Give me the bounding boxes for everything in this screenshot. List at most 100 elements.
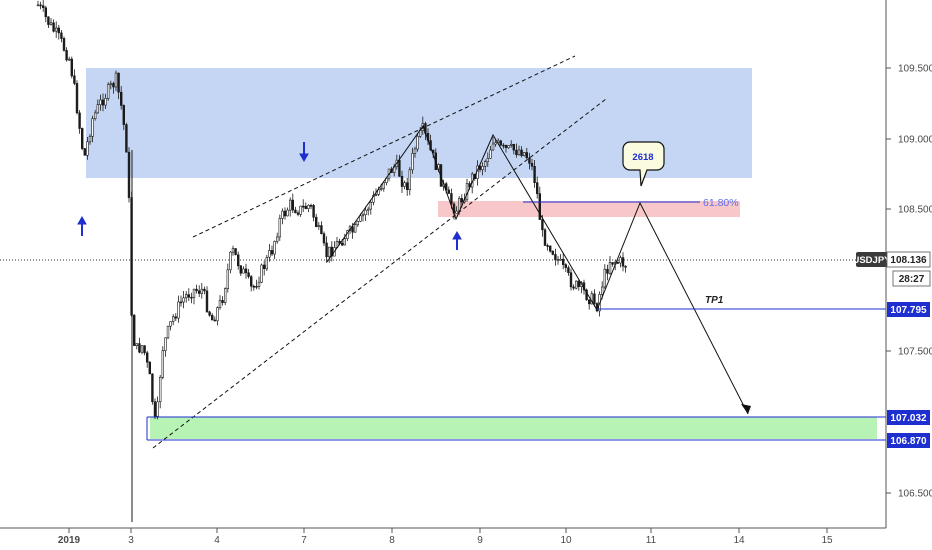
candle-body	[166, 325, 170, 339]
candle-body	[304, 206, 307, 210]
candle-body	[307, 205, 310, 210]
candle-body	[75, 83, 79, 114]
candle-body	[41, 5, 45, 8]
candle-body	[533, 166, 536, 184]
candle-body	[195, 288, 198, 292]
candle-body	[577, 280, 581, 287]
candle-body	[268, 250, 271, 258]
wedge-upper-line	[192, 55, 576, 238]
candle-body	[403, 182, 406, 187]
candle-body	[400, 176, 404, 187]
x-tick-label: 10	[560, 535, 572, 546]
candle-body	[208, 311, 211, 316]
candle-body	[216, 307, 219, 322]
candle-body	[408, 169, 411, 191]
candle-body	[405, 182, 409, 190]
candle-body	[379, 188, 383, 191]
candle-body	[483, 161, 487, 167]
candle-body	[374, 194, 378, 196]
candle-body	[60, 32, 63, 39]
candle-body	[494, 142, 497, 145]
level-tag-106870-label: 106.870	[890, 436, 927, 447]
candle-body	[54, 27, 58, 32]
candle-body	[135, 343, 138, 347]
candle-body	[127, 151, 131, 198]
fib-zone	[438, 201, 740, 217]
candle-body	[322, 233, 326, 244]
level-tag-106870: 106.870	[887, 433, 930, 448]
candle-body	[481, 166, 484, 171]
candle-body	[520, 149, 523, 156]
candle-body	[546, 245, 549, 247]
candle-body	[398, 159, 401, 177]
last-price-label: 108.136	[890, 255, 927, 266]
candle-body	[525, 152, 529, 159]
callout-2618: 2618	[622, 141, 665, 187]
x-tick-label: 8	[389, 535, 395, 546]
candle-body	[198, 290, 201, 294]
candle-body	[413, 148, 417, 154]
arrow-up-icon-1	[77, 215, 87, 236]
candle-body	[52, 22, 55, 32]
x-tick-label: 3	[128, 535, 134, 546]
candle-body	[68, 58, 71, 61]
candle-body	[621, 257, 625, 267]
candle-body	[551, 250, 555, 255]
candle-body	[262, 264, 266, 270]
symbol-label: USDJPY	[852, 255, 891, 266]
candle-body	[247, 272, 250, 277]
candle-body	[252, 285, 255, 288]
candle-body	[447, 189, 450, 194]
candle-body	[593, 293, 596, 304]
candle-body	[200, 288, 203, 294]
candle-body	[486, 158, 489, 162]
candle-body	[554, 254, 557, 261]
candle-body	[114, 72, 118, 88]
candle-body	[203, 288, 206, 292]
x-tick-label: 15	[821, 535, 833, 546]
candle-body	[65, 50, 68, 61]
candle-body	[112, 83, 115, 88]
candle-body	[382, 182, 385, 189]
candle-body	[122, 105, 126, 125]
candle-body	[265, 256, 268, 270]
candle-body	[62, 38, 66, 51]
wedge-lower-line	[152, 98, 607, 449]
candle-body	[205, 290, 209, 313]
candle-body	[161, 350, 164, 378]
candle-body	[107, 84, 110, 99]
candle-body	[117, 72, 120, 93]
candle-body	[140, 345, 144, 353]
x-tick-label: 2019	[58, 535, 81, 546]
candle-body	[522, 152, 526, 157]
candle-body	[242, 268, 245, 274]
candle-body	[179, 301, 183, 304]
level-tag-107032-label: 107.032	[890, 413, 927, 424]
candle-body	[343, 238, 346, 246]
candle-body	[543, 229, 547, 246]
candle-body	[88, 136, 92, 143]
candle-body	[541, 219, 544, 231]
symbol-tag: USDJPY	[852, 252, 891, 267]
candle-body	[86, 141, 89, 156]
candle-body	[317, 225, 320, 227]
candle-body	[561, 258, 565, 265]
candle-body	[353, 224, 357, 233]
candle-body	[600, 286, 604, 295]
candle-body	[356, 221, 359, 225]
candle-body	[159, 376, 162, 402]
x-tick-label: 7	[301, 535, 307, 546]
candle-body	[340, 242, 344, 246]
candle-body	[73, 75, 76, 84]
candle-body	[455, 210, 458, 214]
callout-label: 2618	[632, 152, 653, 163]
candle-body	[94, 112, 97, 120]
candle-body	[151, 373, 154, 402]
demand-zone	[150, 417, 877, 439]
candle-body	[104, 98, 107, 106]
candle-body	[164, 337, 167, 351]
candle-body	[78, 112, 81, 129]
candle-body	[47, 16, 50, 25]
candle-body	[185, 294, 188, 299]
